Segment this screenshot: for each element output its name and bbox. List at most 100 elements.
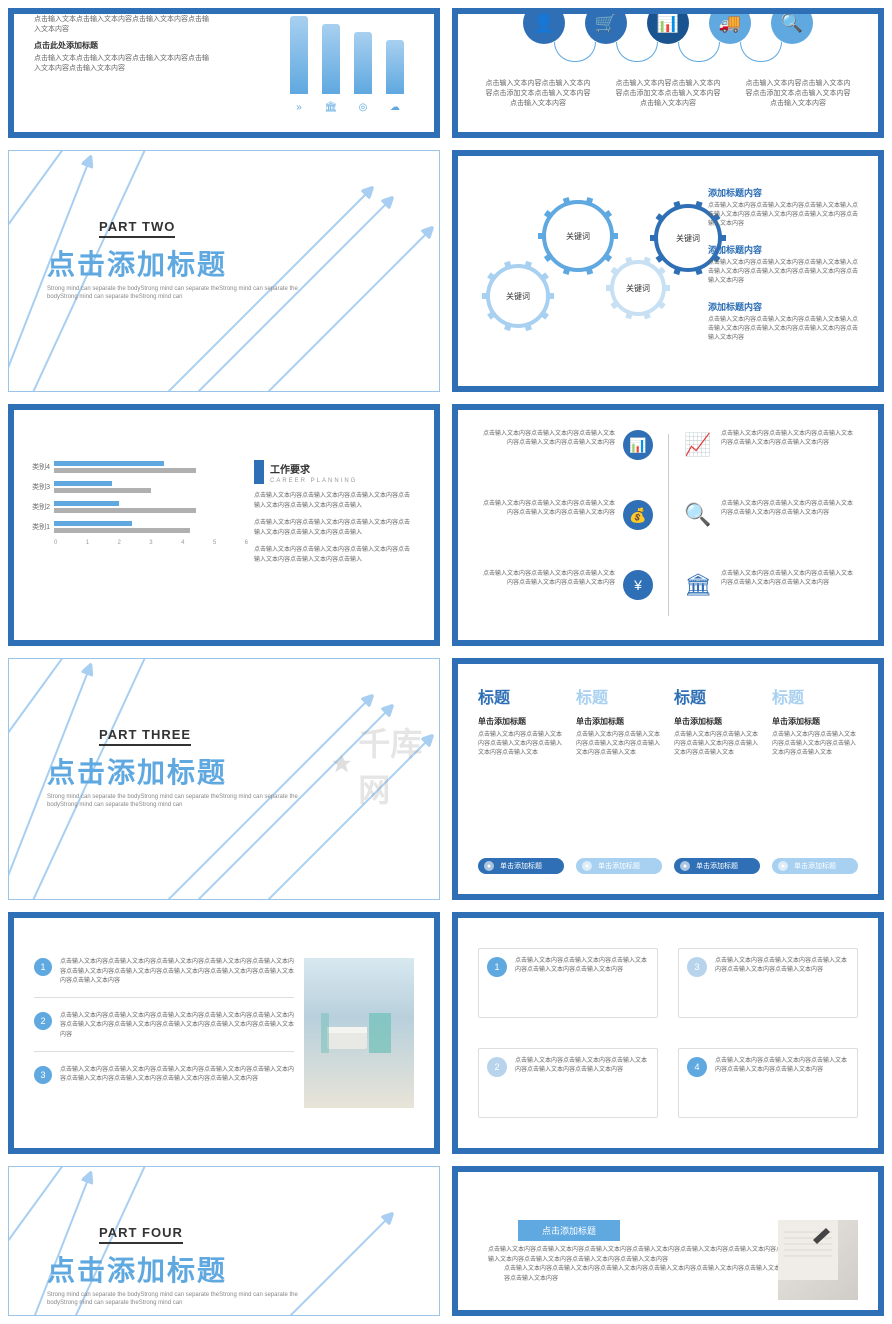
s5-title-text: 工作要求 [270, 461, 357, 476]
hbar-chart: 类别4 类别3 类别2 类别1 0123456 [28, 460, 248, 546]
slide-12: 点击添加标题 点击输入文本内容点击输入文本内容点击输入文本内容点击输入文本内容点… [452, 1166, 884, 1316]
s5-heading: 工作要求 CAREER PLANNING [254, 460, 414, 484]
cell-icon: 📈 [683, 430, 713, 460]
slide-section-3: PART THREE 点击添加标题 Strong mind can separa… [8, 658, 440, 900]
chart-row: 类别4 [28, 460, 248, 474]
slide-10: 1点击输入文本内容点击输入文本内容点击输入文本内容点击输入文本内容点击输入文本内… [452, 912, 884, 1154]
s1-text-blocks: 点击输入文本点击输入文本内容点击输入文本内容点击输入文本内容点击此处添加标题点击… [34, 14, 214, 79]
pill-button[interactable]: ●单击添加标题 [772, 858, 858, 874]
number-badge: 3 [687, 957, 707, 977]
icon-cell: ¥点击输入文本内容点击输入文本内容点击输入文本内容点击输入文本内容点击输入文本内… [478, 570, 653, 620]
chart-row: 类别3 [28, 480, 248, 494]
s5-text: 工作要求 CAREER PLANNING 点击输入文本内容点击输入文本内容点击输入… [254, 460, 414, 566]
desc-text: 点击输入文本内容点击输入文本内容点击添加文本点击输入文本内容点击输入文本内容 [743, 79, 853, 108]
para: 点击输入文本内容点击输入文本内容点击输入文本内容点击输入文本内容点击输入文本内容… [254, 492, 414, 511]
icon-cell: 🔍点击输入文本内容点击输入文本内容点击输入文本内容点击输入文本内容点击输入文本内… [683, 500, 858, 550]
para: 点击输入文本内容点击输入文本内容点击输入文本内容点击输入文本内容点击输入文本内容… [254, 519, 414, 538]
grid-item: 2点击输入文本内容点击输入文本内容点击输入文本内容点击输入文本内容点击输入文本内… [478, 1048, 658, 1118]
arc [678, 42, 720, 62]
writing-image [778, 1220, 858, 1300]
s12-body: 点击输入文本内容点击输入文本内容点击输入文本内容点击输入文本内容点击输入文本内容… [488, 1246, 788, 1284]
s5-subtitle: CAREER PLANNING [270, 478, 357, 484]
column-row: 标题单击添加标题点击输入文本内容点击输入文本内容点击输入文本内容点击输入文本内容… [478, 684, 858, 874]
column: 标题单击添加标题点击输入文本内容点击输入文本内容点击输入文本内容点击输入文本内容… [674, 684, 760, 874]
number-badge: 2 [487, 1057, 507, 1077]
cell-icon: 🏛 [683, 570, 713, 600]
pill-button[interactable]: ●单击添加标题 [478, 858, 564, 874]
number-badge: 2 [34, 1012, 52, 1030]
grid-item: 1点击输入文本内容点击输入文本内容点击输入文本内容点击输入文本内容点击输入文本内… [478, 948, 658, 1018]
icon-cell: 💰点击输入文本内容点击输入文本内容点击输入文本内容点击输入文本内容点击输入文本内… [478, 500, 653, 550]
arc-row [458, 42, 878, 62]
desc-text: 点击输入文本内容点击输入文本内容点击添加文本点击输入文本内容点击输入文本内容 [483, 79, 593, 108]
chart-row: 类别2 [28, 500, 248, 514]
slide-5: 类别4 类别3 类别2 类别1 0123456 工作要求 CAREER PLANNING … [8, 404, 440, 646]
number-badge: 1 [487, 957, 507, 977]
slide-8: 标题单击添加标题点击输入文本内容点击输入文本内容点击输入文本内容点击输入文本内容… [452, 658, 884, 900]
grid-item: 3点击输入文本内容点击输入文本内容点击输入文本内容点击输入文本内容点击输入文本内… [678, 948, 858, 1018]
desc-text: 点击输入文本内容点击输入文本内容点击添加文本点击输入文本内容点击输入文本内容 [613, 79, 723, 108]
section-subtitle: Strong mind can separate the bodyStrong … [47, 285, 327, 302]
bar [290, 16, 308, 94]
section-title: 点击添加标题 [47, 751, 227, 791]
s12-heading: 点击添加标题 [518, 1220, 620, 1241]
cell-icon: 💰 [623, 500, 653, 530]
text-item: 添加标题内容点击输入文本内容点击输入文本内容点击输入文本输入点击输入文本内容点击… [708, 186, 858, 229]
text-item: 添加标题内容点击输入文本内容点击输入文本内容点击输入文本输入点击输入文本内容点击… [708, 243, 858, 286]
part-label: PART THREE [99, 727, 191, 742]
slide-1: 点击输入文本点击输入文本内容点击输入文本内容点击输入文本内容点击此处添加标题点击… [8, 8, 440, 138]
s12-para2: 点击输入文本内容点击输入文本内容点击输入文本内容点击输入文本内容点击输入文本内容… [504, 1265, 788, 1284]
mini-icon: ☁ [386, 102, 404, 113]
circle-icon: 🛒 [585, 8, 627, 44]
number-badge: 4 [687, 1057, 707, 1077]
x-axis: 0123456 [54, 540, 248, 546]
slide-grid: 点击输入文本点击输入文本内容点击输入文本内容点击输入文本内容点击此处添加标题点击… [0, 0, 892, 1324]
pill-button[interactable]: ●单击添加标题 [674, 858, 760, 874]
pill-button[interactable]: ●单击添加标题 [576, 858, 662, 874]
list-item: 2点击输入文本内容点击输入文本内容点击输入文本内容点击输入文本内容点击输入文本内… [34, 1012, 294, 1052]
slide-9: 1点击输入文本内容点击输入文本内容点击输入文本内容点击输入文本内容点击输入文本内… [8, 912, 440, 1154]
arc [740, 42, 782, 62]
number-badge: 3 [34, 1066, 52, 1084]
grid-item: 4点击输入文本内容点击输入文本内容点击输入文本内容点击输入文本内容点击输入文本内… [678, 1048, 858, 1118]
icon-row: »🏛◎☁ [290, 102, 404, 113]
arc [616, 42, 658, 62]
section-subtitle: Strong mind can separate the bodyStrong … [47, 793, 327, 810]
number-badge: 1 [34, 958, 52, 976]
bar [354, 32, 372, 94]
icon-cell: 📈点击输入文本内容点击输入文本内容点击输入文本内容点击输入文本内容点击输入文本内… [683, 430, 858, 480]
circle-icon: 👤 [523, 8, 565, 44]
section-title: 点击添加标题 [47, 1249, 227, 1289]
gear: 关键词 [544, 202, 612, 270]
s12-para1: 点击输入文本内容点击输入文本内容点击输入文本内容点击输入文本内容点击输入文本内容… [488, 1246, 788, 1265]
bar [322, 24, 340, 94]
section-title: 点击添加标题 [47, 243, 227, 283]
circle-icon: 🚚 [709, 8, 751, 44]
bar [386, 40, 404, 94]
gear-diagram: 关键词关键词关键词关键词 [478, 196, 698, 356]
section-subtitle: Strong mind can separate the bodyStrong … [47, 1291, 327, 1308]
arc [554, 42, 596, 62]
icon-cell: 📊点击输入文本内容点击输入文本内容点击输入文本内容点击输入文本内容点击输入文本内… [478, 430, 653, 480]
circle-icon: 📊 [647, 8, 689, 44]
icon-grid: 📊点击输入文本内容点击输入文本内容点击输入文本内容点击输入文本内容点击输入文本内… [478, 430, 858, 620]
slide-2: 👤🛒📊🚚🔍 点击输入文本内容点击输入文本内容点击添加文本点击输入文本内容点击输入… [452, 8, 884, 138]
part-label: PART TWO [99, 219, 175, 234]
text-block: 点击此处添加标题点击输入文本点击输入文本内容点击输入文本内容点击输入文本内容点击… [34, 40, 214, 73]
mini-icon: ◎ [354, 102, 372, 113]
chart-row: 类别1 [28, 520, 248, 534]
slide-section-4: PART FOUR 点击添加标题 Strong mind can separat… [8, 1166, 440, 1316]
numbered-grid: 1点击输入文本内容点击输入文本内容点击输入文本内容点击输入文本内容点击输入文本内… [478, 948, 858, 1118]
circle-icon-row: 👤🛒📊🚚🔍 [458, 8, 878, 44]
column: 标题单击添加标题点击输入文本内容点击输入文本内容点击输入文本内容点击输入文本内容… [772, 684, 858, 874]
cell-icon: ¥ [623, 570, 653, 600]
cell-icon: 📊 [623, 430, 653, 460]
part-label: PART FOUR [99, 1225, 183, 1240]
accent-bar [254, 460, 264, 484]
mini-icon: 🏛 [322, 102, 340, 113]
para: 点击输入文本内容点击输入文本内容点击输入文本内容点击输入文本内容点击输入文本内容… [254, 546, 414, 565]
column: 标题单击添加标题点击输入文本内容点击输入文本内容点击输入文本内容点击输入文本内容… [478, 684, 564, 874]
icon-cell: 🏛点击输入文本内容点击输入文本内容点击输入文本内容点击输入文本内容点击输入文本内… [683, 570, 858, 620]
slide-6: 📊点击输入文本内容点击输入文本内容点击输入文本内容点击输入文本内容点击输入文本内… [452, 404, 884, 646]
bar-group [290, 8, 404, 94]
